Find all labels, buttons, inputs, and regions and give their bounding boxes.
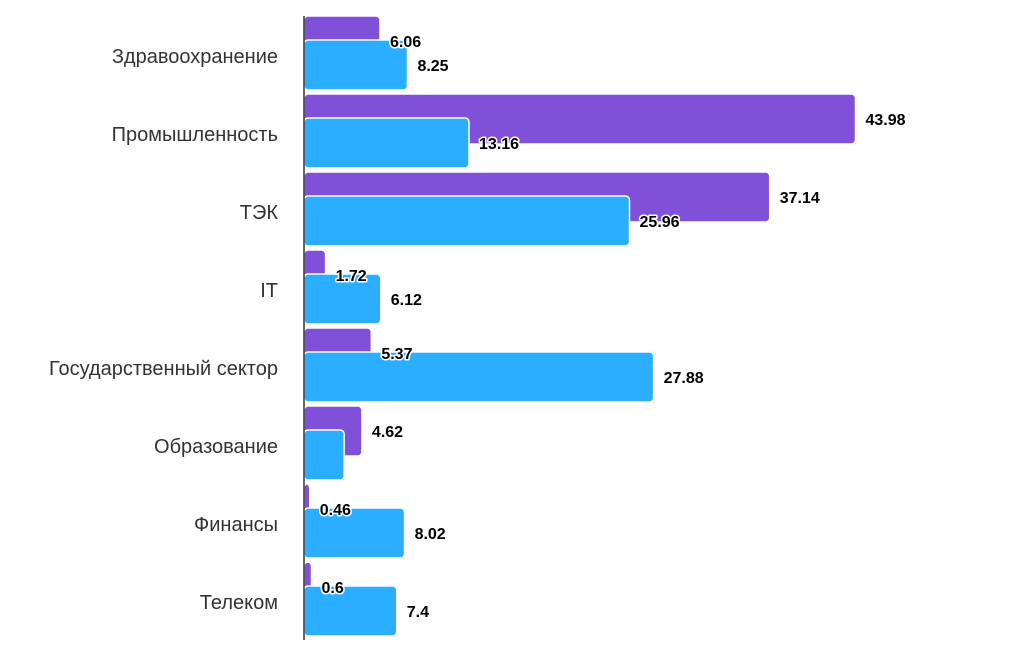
data-label-series-1: 5.37: [381, 346, 412, 363]
category-label: Здравоохранение: [112, 46, 278, 68]
data-label-series-2: 8.02: [415, 526, 446, 543]
category-label: Телеком: [200, 592, 278, 614]
data-label-series-2: 7.4: [407, 604, 429, 621]
data-label-series-1: 4.62: [372, 424, 403, 441]
bar-series-2-cat-7[interactable]: [303, 585, 398, 637]
category-label: ТЭК: [240, 202, 279, 224]
bar-series-2-cat-1[interactable]: [303, 117, 470, 169]
bars-layer: [303, 15, 857, 637]
data-label-series-2: 6.12: [391, 292, 422, 309]
category-labels: Здравоохранение Промышленность ТЭК IT Госуда…: [49, 46, 278, 614]
data-label-series-1: 37.14: [780, 190, 820, 207]
bar-series-2-cat-5[interactable]: [303, 429, 345, 481]
data-label-series-2: 8.25: [417, 58, 448, 75]
category-label: IT: [260, 280, 278, 302]
category-label: Государственный сектор: [49, 358, 278, 380]
data-label-series-2: 13.16: [479, 136, 519, 153]
data-label-series-2: 25.96: [640, 214, 680, 231]
data-label-series-2: 27.88: [664, 370, 704, 387]
category-label: Промышленность: [112, 124, 278, 146]
data-label-series-1: 0.6: [322, 580, 344, 597]
data-label-series-1: 1.72: [336, 268, 367, 285]
bar-series-2-cat-4[interactable]: [303, 351, 655, 403]
data-label-series-1: 43.98: [865, 112, 905, 129]
data-labels: 6.06 8.25 43.98 13.16 37.14 25.96 1.72 6.12 5.37…: [318, 33, 907, 623]
category-label: Образование: [154, 436, 278, 458]
bar-series-2-cat-2[interactable]: [303, 195, 631, 247]
data-label-series-1: 6.06: [390, 34, 421, 51]
data-label-series-1: 0.46: [320, 502, 351, 519]
category-label: Финансы: [194, 514, 278, 536]
